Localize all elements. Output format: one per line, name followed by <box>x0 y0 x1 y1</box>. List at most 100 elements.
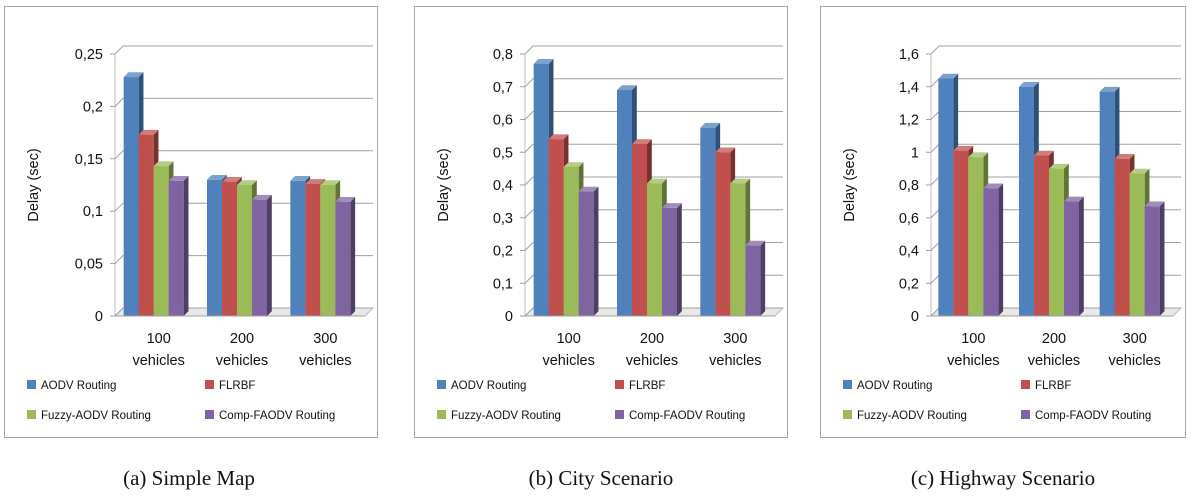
caption-city-scenario: (b) City Scenario <box>528 466 674 490</box>
y-axis-label: Delay (sec) <box>436 148 452 221</box>
legend-swatch <box>27 410 36 419</box>
gridline <box>930 78 1181 88</box>
bar-simple-map-comp-faodv-routing-300 <box>335 196 356 316</box>
gridline <box>114 45 373 55</box>
legend-swatch <box>1021 410 1030 419</box>
gridline <box>524 111 783 120</box>
y-tick-label: 0 <box>911 309 919 325</box>
y-tick-label: 0,6 <box>899 211 919 227</box>
y-tick-label: 0,7 <box>493 80 513 96</box>
legend-swatch <box>843 410 852 419</box>
legend-swatch <box>205 380 214 389</box>
gridline <box>524 242 783 251</box>
caption-simple-map: (a) Simple Map <box>123 466 255 490</box>
y-tick-label: 1 <box>911 145 919 161</box>
chart-panel-simple-map: 0 0,05 0,1 0,15 0,2 0,25 Delay (sec) 100 vehicle… <box>4 6 378 438</box>
gridline <box>524 307 783 317</box>
y-tick-label: 0,4 <box>493 178 513 194</box>
x-category-label: vehicles <box>542 353 594 369</box>
chart-panel-highway-scenario: 0 0,2 0,4 0,6 0,8 1 1,2 1,4 1,6 Delay (sec) 100 veh… <box>820 6 1186 438</box>
gridline <box>524 78 783 88</box>
legend-swatch <box>27 380 36 389</box>
y-axis-label: Delay (sec) <box>842 148 858 221</box>
y-tick-label: 0,2 <box>899 276 919 292</box>
y-tick-label: 0,1 <box>83 204 103 220</box>
legend-swatch <box>843 380 852 389</box>
x-category-label: 300 <box>313 331 337 347</box>
gridline <box>524 45 783 55</box>
legend-swatch <box>205 410 214 419</box>
bar-highway-scenario-comp-faodv-routing-100 <box>983 183 1004 316</box>
y-tick-label: 0,25 <box>75 47 103 63</box>
caption-highway-scenario: (c) Highway Scenario <box>910 466 1096 490</box>
bar-highway-scenario-comp-faodv-routing-300 <box>1144 201 1165 316</box>
gridline <box>930 111 1181 120</box>
y-tick-label: 0,15 <box>75 152 103 168</box>
y-tick-label: 0 <box>505 309 513 325</box>
chart-svg-highway-scenario: 0 0,2 0,4 0,6 0,8 1 1,2 1,4 1,6 Delay (sec) 100 veh… <box>842 45 1183 422</box>
x-category-label: vehicles <box>216 353 268 369</box>
gridline <box>114 202 373 212</box>
x-category-label: vehicles <box>626 353 678 369</box>
legend-label: FLRBF <box>629 380 665 392</box>
y-tick-label: 1,4 <box>899 80 919 96</box>
legend-swatch <box>1021 380 1030 389</box>
legend-swatch <box>615 380 624 389</box>
gridline <box>524 274 783 284</box>
y-tick-label: 1,6 <box>899 47 919 63</box>
y-tick-label: 0,05 <box>75 257 103 273</box>
chart-svg-simple-map: 0 0,05 0,1 0,15 0,2 0,25 Delay (sec) 100 vehicle… <box>26 45 375 422</box>
legend-label: Fuzzy-AODV Routing <box>41 410 151 422</box>
x-category-label: 300 <box>1123 331 1147 347</box>
x-category-label: 300 <box>723 331 747 347</box>
chart-svg-city-scenario: 0 0,1 0,2 0,3 0,4 0,5 0,6 0,7 0,8 Delay (sec) 100 v… <box>436 45 785 422</box>
y-tick-label: 0,8 <box>899 178 919 194</box>
y-tick-label: 0,8 <box>493 47 513 63</box>
x-category-label: 100 <box>147 331 171 347</box>
bar-city-scenario-comp-faodv-routing-100 <box>578 186 599 316</box>
x-category-label: 100 <box>557 331 581 347</box>
x-category-label: 200 <box>1042 331 1066 347</box>
x-category-label: vehicles <box>709 353 761 369</box>
gridline <box>524 143 783 153</box>
x-category-label: vehicles <box>132 353 184 369</box>
x-category-label: 200 <box>230 331 254 347</box>
legend-label: FLRBF <box>1035 380 1071 392</box>
x-category-label: vehicles <box>947 353 999 369</box>
legend-label: Comp-FAODV Routing <box>219 410 335 422</box>
gridline <box>524 176 783 186</box>
y-tick-label: 0 <box>95 309 103 325</box>
x-category-label: vehicles <box>1108 353 1160 369</box>
gridline <box>524 209 783 219</box>
chart-panel-city-scenario: 0 0,1 0,2 0,3 0,4 0,5 0,6 0,7 0,8 Delay (sec) 100 v… <box>414 6 788 438</box>
bar-city-scenario-comp-faodv-routing-300 <box>745 240 766 316</box>
legend-swatch <box>437 380 446 389</box>
x-category-label: vehicles <box>1028 353 1080 369</box>
legend-label: Comp-FAODV Routing <box>629 410 745 422</box>
y-tick-label: 0,2 <box>493 244 513 260</box>
x-category-label: vehicles <box>299 353 351 369</box>
gridline <box>114 97 373 107</box>
gridline <box>930 45 1181 55</box>
x-category-label: 200 <box>640 331 664 347</box>
bar-highway-scenario-comp-faodv-routing-200 <box>1064 196 1084 316</box>
gridline <box>114 255 373 264</box>
gridline <box>114 150 373 160</box>
x-category-label: 100 <box>961 331 985 347</box>
y-tick-label: 0,6 <box>493 113 513 129</box>
legend-label: AODV Routing <box>41 380 116 392</box>
y-tick-label: 0,1 <box>493 276 513 292</box>
y-axis-label: Delay (sec) <box>26 148 42 221</box>
gridline <box>114 307 373 317</box>
y-tick-label: 1,2 <box>899 113 919 129</box>
legend-label: AODV Routing <box>857 380 932 392</box>
y-tick-label: 0,3 <box>493 211 513 227</box>
bar-simple-map-comp-faodv-routing-200 <box>252 194 272 316</box>
legend-swatch <box>615 410 624 419</box>
legend-label: Comp-FAODV Routing <box>1035 410 1151 422</box>
legend-label: AODV Routing <box>451 380 526 392</box>
legend-swatch <box>437 410 446 419</box>
legend-label: Fuzzy-AODV Routing <box>857 410 967 422</box>
legend-label: FLRBF <box>219 380 255 392</box>
bar-simple-map-comp-faodv-routing-100 <box>168 176 189 316</box>
